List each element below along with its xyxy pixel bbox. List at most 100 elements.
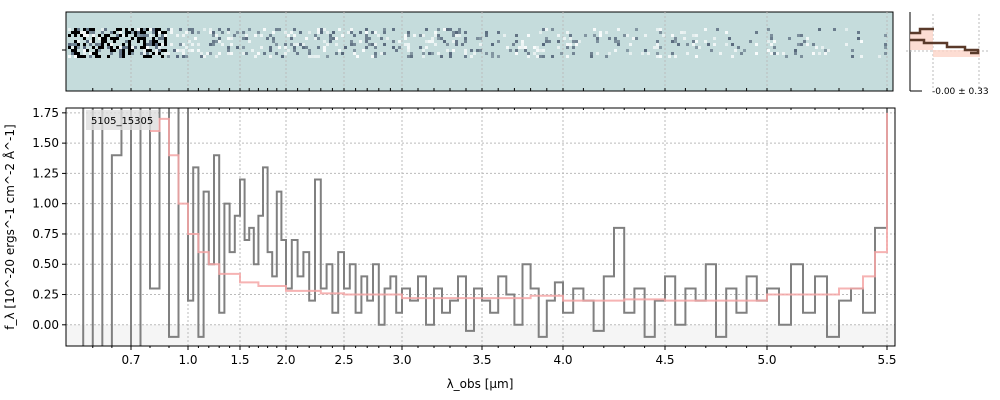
spec2d-pixel — [797, 43, 800, 46]
spec2d-pixel — [200, 55, 203, 58]
spec2d-pixel — [164, 52, 167, 55]
spec2d-pixel — [101, 40, 104, 43]
spec2d-pixel — [308, 49, 311, 52]
spec2d-pixel — [206, 52, 209, 55]
spec2d-pixel — [425, 46, 428, 49]
spec2d-pixel — [371, 43, 374, 46]
spec2d-pixel — [659, 55, 662, 58]
spec2d-pixel — [164, 49, 167, 52]
spec2d-pixel — [158, 37, 161, 40]
spec2d-pixel — [398, 40, 401, 43]
spec2d-pixel — [68, 55, 71, 58]
spec2d-pixel — [104, 37, 107, 40]
spec2d-pixel — [155, 52, 158, 55]
spec2d-pixel — [161, 31, 164, 34]
spec2d-pixel — [335, 37, 338, 40]
spec2d-pixel — [407, 34, 410, 37]
spec2d-pixel — [143, 28, 146, 31]
spec2d-pixel — [371, 31, 374, 34]
spec2d-pixel — [392, 40, 395, 43]
spec2d-pixel — [464, 49, 467, 52]
spec2d-pixel — [350, 31, 353, 34]
spec2d-pixel — [245, 52, 248, 55]
spec2d-pixel — [431, 37, 434, 40]
spec2d-pixel — [773, 40, 776, 43]
spec2d-pixel — [617, 40, 620, 43]
spec2d-pixel — [452, 31, 455, 34]
spec2d-pixel — [227, 46, 230, 49]
spec2d-pixel — [443, 40, 446, 43]
spec2d-pixel — [527, 55, 530, 58]
spec2d-pixel — [74, 43, 77, 46]
spec2d-pixel — [344, 46, 347, 49]
spec2d-pixel — [98, 49, 101, 52]
spec2d-pixel — [275, 43, 278, 46]
spec2d-pixel — [137, 28, 140, 31]
spec2d-pixel — [407, 55, 410, 58]
spec2d-pixel — [119, 52, 122, 55]
spec2d-pixel — [74, 46, 77, 49]
spec2d-pixel — [128, 49, 131, 52]
spec2d-pixel — [884, 46, 887, 49]
spec2d-pixel — [542, 55, 545, 58]
spec2d-pixel — [695, 46, 698, 49]
spec2d-pixel — [293, 34, 296, 37]
spec2d-pixel — [227, 31, 230, 34]
spec2d-pixel — [776, 52, 779, 55]
spec2d-pixel — [332, 31, 335, 34]
spec2d-pixel — [308, 52, 311, 55]
spec2d-pixel — [284, 43, 287, 46]
spec2d-pixel — [146, 34, 149, 37]
spec2d-pixel — [95, 49, 98, 52]
y-tick-label: 1.25 — [32, 166, 59, 180]
spec2d-pixel — [545, 28, 548, 31]
spec2d-pixel — [83, 55, 86, 58]
spec2d-pixel — [113, 31, 116, 34]
spec2d-pixel — [542, 43, 545, 46]
spec2d-pixel — [257, 31, 260, 34]
spec2d-pixel — [176, 49, 179, 52]
spec2d-pixel — [812, 52, 815, 55]
spec2d-pixel — [335, 43, 338, 46]
spec2d-pixel — [164, 40, 167, 43]
x-tick-label: 5.0 — [757, 353, 776, 367]
spec2d-pixel — [209, 28, 212, 31]
spec2d-pixel — [167, 52, 170, 55]
spec2d-pixel — [101, 43, 104, 46]
spec2d-pixel — [377, 34, 380, 37]
spec2d-pixel — [359, 40, 362, 43]
spec2d-pixel — [128, 40, 131, 43]
spec2d-pixel — [683, 31, 686, 34]
spec2d-pixel — [593, 34, 596, 37]
y-tick-label: 0.00 — [32, 318, 59, 332]
spec2d-pixel — [452, 40, 455, 43]
spec2d-pixel — [515, 49, 518, 52]
spec2d-pixel — [227, 28, 230, 31]
x-tick-label: 1.5 — [230, 353, 249, 367]
spec2d-pixel — [245, 37, 248, 40]
spec2d-pixel — [101, 31, 104, 34]
spec2d-pixel — [608, 52, 611, 55]
spec2d-pixel — [656, 43, 659, 46]
spec2d-pixel — [68, 34, 71, 37]
spec2d-pixel — [92, 52, 95, 55]
spec2d-pixel — [518, 46, 521, 49]
spec2d-pixel — [74, 49, 77, 52]
spec2d-pixel — [317, 46, 320, 49]
spec2d-pixel — [116, 46, 119, 49]
spec2d-pixel — [98, 34, 101, 37]
spec2d-pixel — [434, 34, 437, 37]
spec2d-pixel — [272, 40, 275, 43]
spec2d-pixel — [596, 52, 599, 55]
spec2d-pixel — [491, 55, 494, 58]
spec2d-pixel — [155, 31, 158, 34]
spec2d-pixel — [365, 40, 368, 43]
spec2d-pixel — [572, 46, 575, 49]
spec2d-pixel — [101, 37, 104, 40]
spec2d-pixel — [656, 46, 659, 49]
spec2d-pixel — [368, 43, 371, 46]
spec2d-pixel — [296, 52, 299, 55]
spec2d-pixel — [71, 31, 74, 34]
spec2d-pixel — [536, 55, 539, 58]
spec2d-pixel — [167, 28, 170, 31]
